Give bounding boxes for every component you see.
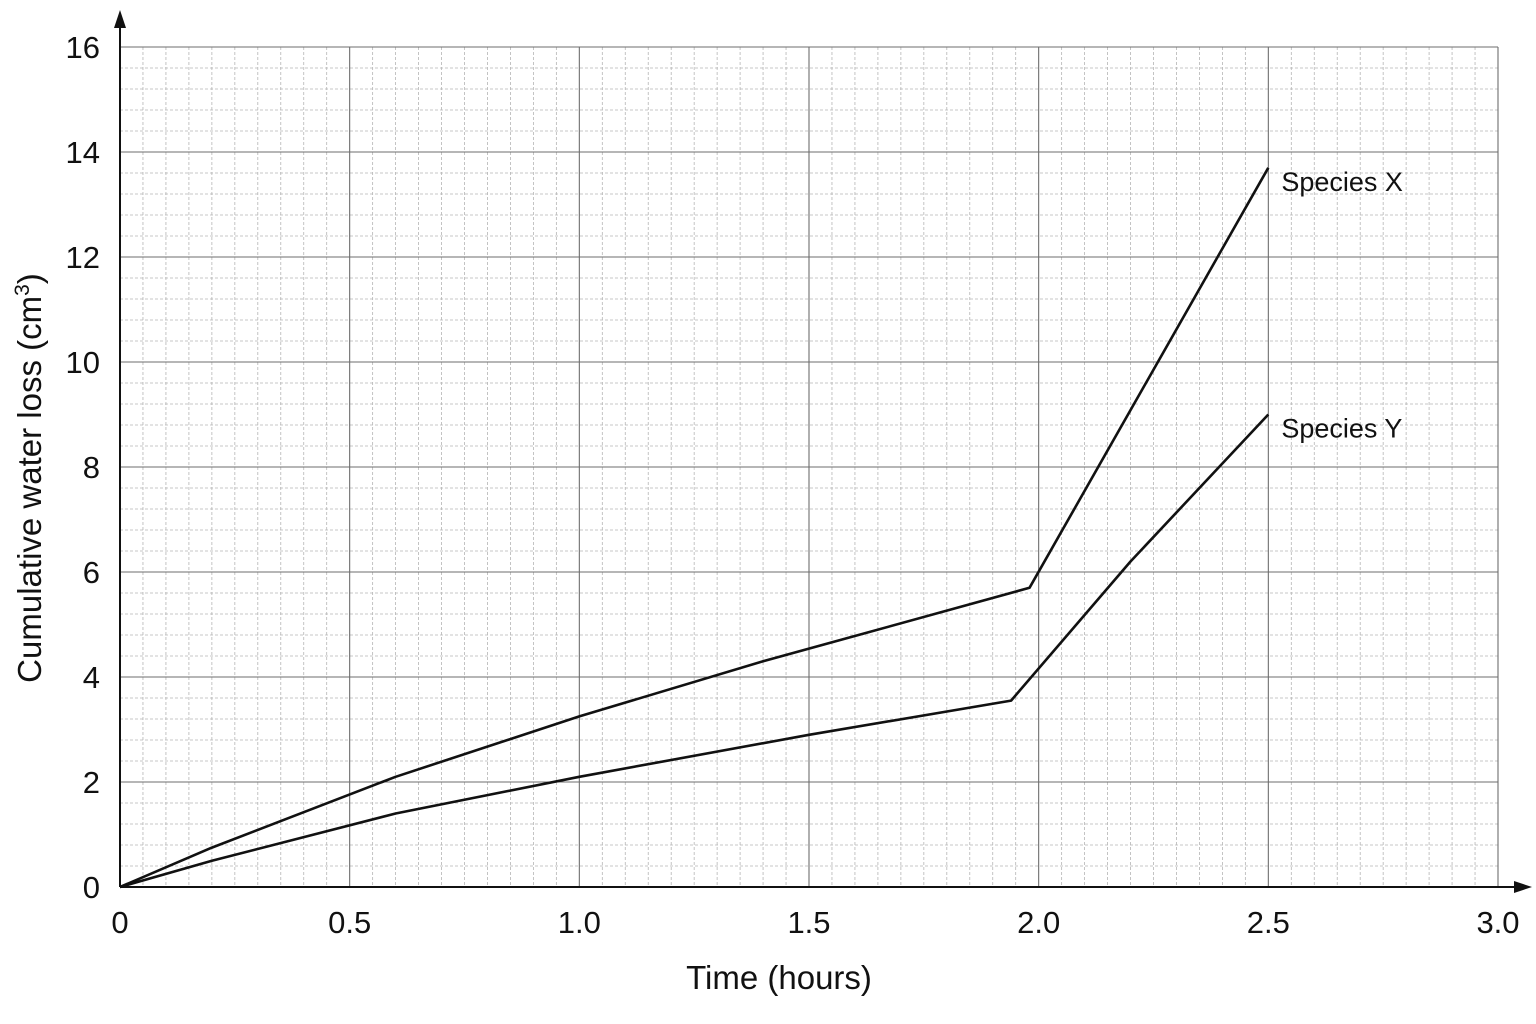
y-tick-label: 0	[83, 870, 100, 905]
axes	[114, 10, 1532, 893]
x-axis-arrow-icon	[1514, 881, 1532, 893]
series-line-species-x	[119, 167, 1270, 889]
y-tick-label: 10	[66, 345, 100, 380]
x-tick-label: 2.0	[1017, 905, 1060, 940]
x-tick-label: 0	[111, 905, 128, 940]
y-tick-label: 8	[83, 450, 100, 485]
y-tick-label: 12	[66, 240, 100, 275]
y-axis-title-main: Cumulative water loss (cm	[11, 296, 48, 683]
x-tick-labels: 0 0.5 1.0 1.5 2.0 2.5 3.0	[111, 905, 1519, 940]
y-tick-label: 14	[66, 135, 100, 170]
x-axis-title: Time (hours)	[686, 959, 872, 996]
y-tick-label: 2	[83, 765, 100, 800]
y-axis-title-superscript: 3	[11, 284, 34, 296]
major-grid	[120, 46, 1499, 887]
series-label-species-y: Species Y	[1281, 414, 1402, 444]
x-tick-label: 1.5	[787, 905, 830, 940]
y-tick-labels: 0 2 4 6 8 10 12 14 16	[66, 30, 100, 905]
x-tick-label: 2.5	[1247, 905, 1290, 940]
y-axis-arrow-icon	[114, 10, 126, 28]
y-axis-title-close: )	[11, 273, 48, 284]
series-labels: Species X Species Y	[1281, 167, 1403, 444]
series-line-species-y	[119, 413, 1270, 889]
y-tick-label: 16	[66, 30, 100, 65]
y-tick-label: 6	[83, 555, 100, 590]
x-tick-label: 1.0	[558, 905, 601, 940]
series-lines	[119, 167, 1270, 889]
y-axis-title: Cumulative water loss (cm3)	[11, 273, 48, 683]
y-tick-label: 4	[83, 660, 100, 695]
x-tick-label: 3.0	[1476, 905, 1519, 940]
series-label-species-x: Species X	[1281, 167, 1403, 197]
x-tick-label: 0.5	[328, 905, 371, 940]
